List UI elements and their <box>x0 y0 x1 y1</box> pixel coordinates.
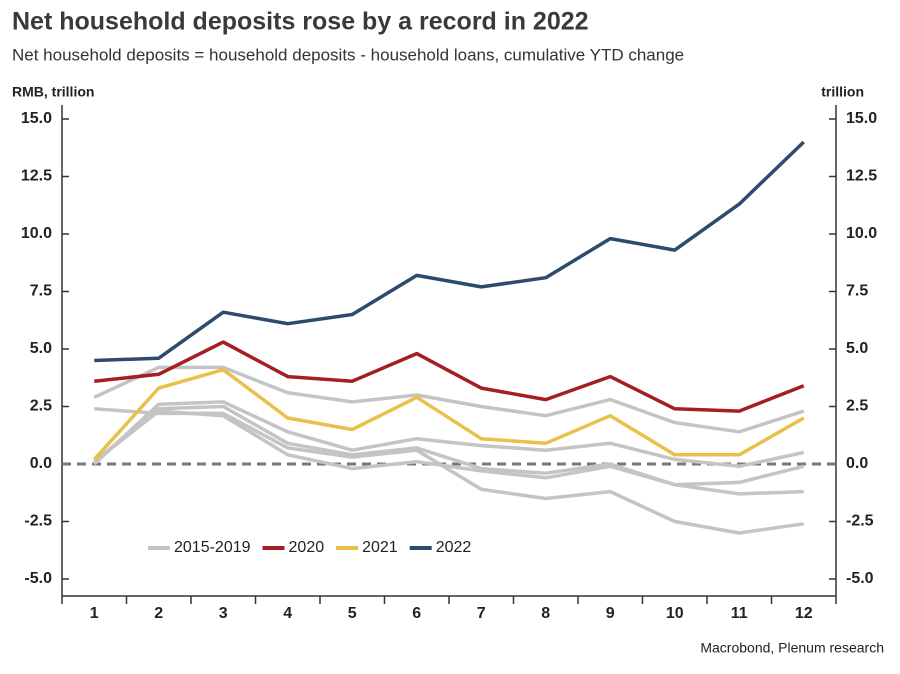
y2-tick-label: 7.5 <box>846 283 868 300</box>
series-line <box>94 340 805 413</box>
x-tick-label: 6 <box>412 605 421 622</box>
series-line <box>94 140 805 363</box>
y-axis-label: RMB, trillion <box>12 84 94 100</box>
y2-tick-label: 5.0 <box>846 340 868 357</box>
x-tick-label: 10 <box>666 605 684 622</box>
source: Macrobond, Plenum research <box>700 640 884 656</box>
series-line <box>93 409 804 496</box>
x-tick-label: 1 <box>90 605 99 622</box>
legend-label: 2015-2019 <box>174 539 251 556</box>
y-tick-label: -2.5 <box>24 513 52 530</box>
x-tick-label: 7 <box>477 605 486 622</box>
y-tick-label: 7.5 <box>30 283 52 300</box>
y-tick-label: 15.0 <box>21 110 52 127</box>
series-line <box>92 367 805 461</box>
legend-label: 2020 <box>289 539 325 556</box>
x-tick-label: 8 <box>541 605 550 622</box>
chart-subtitle: Net household deposits = household depos… <box>12 45 684 64</box>
series-line <box>93 400 805 469</box>
legend-label: 2021 <box>362 539 398 556</box>
y2-tick-label: 12.5 <box>846 168 877 185</box>
y2-tick-label: -5.0 <box>846 570 874 587</box>
x-tick-label: 9 <box>606 605 615 622</box>
x-tick-label: 2 <box>154 605 163 622</box>
y-tick-label: 10.0 <box>21 225 52 242</box>
x-tick-label: 5 <box>348 605 357 622</box>
y2-tick-label: 0.0 <box>846 455 868 472</box>
series-line <box>93 404 805 487</box>
y-tick-label: 5.0 <box>30 340 52 357</box>
y2-tick-label: 15.0 <box>846 110 877 127</box>
y-tick-label: -5.0 <box>24 570 52 587</box>
y2-tick-label: -2.5 <box>846 513 874 530</box>
y2-axis-label: trillion <box>821 84 864 100</box>
legend-label: 2022 <box>436 539 472 556</box>
x-tick-label: 11 <box>731 605 748 622</box>
y-tick-label: 0.0 <box>30 455 52 472</box>
series-line <box>93 365 805 434</box>
chart-title: Net household deposits rose by a record … <box>12 8 589 36</box>
y-tick-label: 12.5 <box>21 168 52 185</box>
x-tick-label: 4 <box>283 605 292 622</box>
x-tick-label: 12 <box>795 605 813 622</box>
y2-tick-label: 2.5 <box>846 398 868 415</box>
y2-tick-label: 10.0 <box>846 225 877 242</box>
x-tick-label: 3 <box>219 605 228 622</box>
y-tick-label: 2.5 <box>30 398 52 415</box>
